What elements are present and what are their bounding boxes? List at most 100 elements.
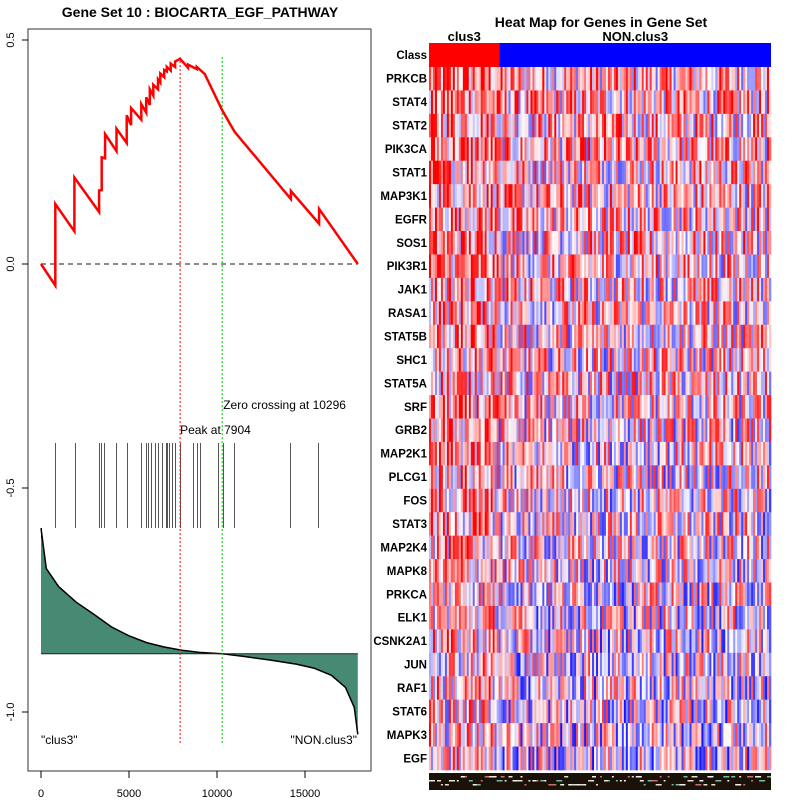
heatmap-cell [759,652,762,677]
heatmap-cell [709,441,712,466]
heatmap-cell [719,699,722,724]
heatmap-cell [434,418,438,443]
heatmap-cell [438,582,442,607]
heatmap-cell [763,277,766,302]
heatmap-cell [623,395,627,419]
heatmap-cell [611,418,615,443]
heatmap-cell [576,652,579,677]
heatmap-cell [584,67,587,91]
heatmap-cell [566,277,569,302]
heatmap-cell [661,512,664,536]
heatmap-cell [621,137,625,162]
heatmap-cell [713,559,716,583]
heatmap-cell [631,301,635,326]
heatmap-cell [516,676,519,700]
heatmap-cell [755,418,758,443]
heatmap-cell [566,371,569,396]
heatmap-cell [524,418,527,443]
heatmap-cell [635,184,639,208]
heatmap-cell [590,277,593,302]
heatmap-cell [623,582,627,607]
heatmap-cell [544,559,547,583]
heatmap-cell [659,512,662,536]
heatmap-cell [486,113,489,138]
heatmap-cell [582,676,585,700]
heatmap-cell [731,441,734,466]
heatmap-cell [500,184,503,208]
heatmap-cell [446,371,450,396]
heatmap-cell [629,324,633,349]
heatmap-cell [542,559,545,583]
heatmap-cell [659,418,662,443]
heatmap-cell [733,465,736,490]
heatmap-cell [498,137,501,162]
heatmap-cell [635,582,639,607]
heatmap-cell [494,301,497,326]
heatmap-cell [564,582,567,607]
heatmap-cell [689,699,692,724]
heatmap-cell [681,699,684,724]
heatmap-cell [743,441,746,466]
heatmap-cell [697,137,700,162]
heatmap-cell [564,465,567,490]
heatmap-cell [615,723,619,747]
heatmap-cell [446,488,450,513]
heatmap-cell [578,160,581,185]
heatmap-cell [689,395,692,419]
heatmap-cell [613,207,617,232]
heatmap-cell [526,395,529,419]
heatmap-cell [506,207,509,232]
heatmap-cell [679,465,682,490]
heatmap-cell [741,348,744,372]
heatmap-cell [687,348,690,372]
heatmap-cell [749,160,752,185]
heatmap-cell [643,90,647,115]
heatmap-cell [592,395,595,419]
heatmap-cell [429,559,432,583]
heatmap-cell [470,160,474,185]
heatmap-cell [596,371,599,396]
heatmap-cell [472,676,476,700]
heatmap-cell [705,301,708,326]
heatmap-cell [761,559,764,583]
heatmap-cell [434,559,438,583]
heatmap-cell [613,184,617,208]
heatmap-cell [641,441,645,466]
heatmap-cell [639,652,643,677]
heatmap-cell [458,301,462,326]
heatmap-cell [524,441,527,466]
heatmap-cell [576,488,579,513]
heatmap-cell [436,301,440,326]
heatmap-cell [598,723,601,747]
heatmap-cell [566,324,569,349]
heatmap-cell [528,348,531,372]
heatmap-cell [633,441,637,466]
heatmap-cell [586,559,589,583]
heatmap-cell [697,254,700,279]
heatmap-cell [548,90,551,115]
heatmap-cell [440,512,444,536]
heatmap-cell [623,488,627,513]
heatmap-cell [434,324,438,349]
heatmap-cell [707,254,710,279]
heatmap-cell [683,277,686,302]
heatmap-cell [691,160,694,185]
heatmap-cell [532,488,535,513]
heatmap-cell [430,488,434,513]
heatmap-cell [625,676,629,700]
heatmap-cell [763,113,766,138]
heatmap-cell [480,629,483,654]
heatmap-cell [596,582,599,607]
heatmap-cell [653,160,656,185]
heatmap-cell [615,371,619,396]
heatmap-cell [723,137,726,162]
heatmap-cell [753,488,756,513]
heatmap-cell [679,254,682,279]
heatmap-cell [763,699,766,724]
heatmap-cell [478,207,481,232]
heatmap-cell [675,231,678,255]
heatmap-cell [705,488,708,513]
heatmap-cell [436,113,440,138]
heatmap-cell [502,441,505,466]
heatmap-cell [448,90,452,115]
